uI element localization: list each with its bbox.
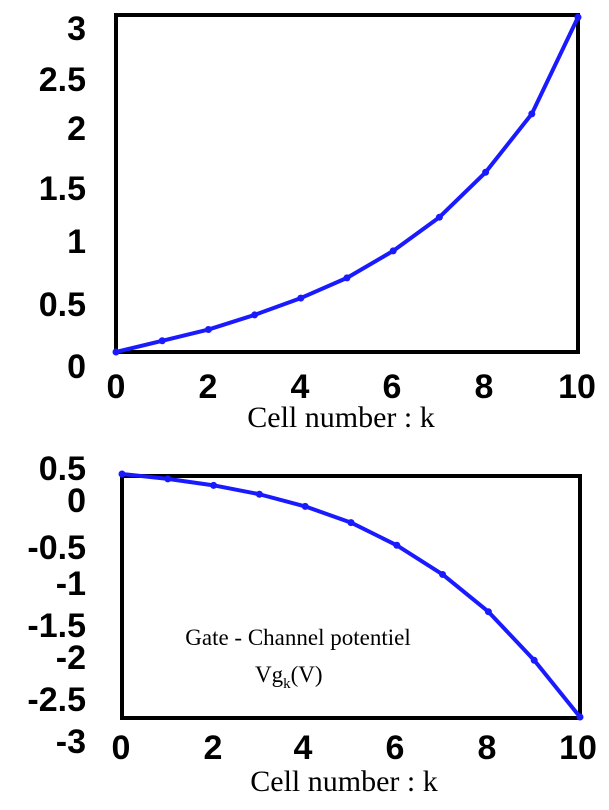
chart2-annotation: Gate - Channel potentiel (185, 625, 410, 650)
chart1-data-point (251, 311, 259, 319)
chart1-data-point (574, 13, 582, 21)
chart1-y-tick-label: 0 (67, 348, 86, 386)
chart1-data-point (389, 247, 397, 255)
chart2-y-tick-label: -3 (56, 723, 86, 761)
chart1-x-tick-label: 8 (475, 368, 494, 406)
chart2-y-tick-label: -1 (56, 565, 86, 603)
chart1-y-tick-label: 1 (67, 223, 86, 261)
chart2-y-tick-label: 0 (67, 482, 86, 520)
chart2-annotation-unit-tail: (V) (291, 662, 323, 687)
chart1-data-point (482, 168, 490, 176)
chart1-data-point (112, 348, 120, 356)
chart2-data-point (255, 490, 263, 498)
chart2-x-tick-label: 2 (204, 729, 223, 767)
chart2-annotation-unit: Vgk(V) (255, 662, 323, 692)
chart1-series-line (115, 16, 580, 354)
chart1-data-point (297, 294, 305, 302)
chart2-data-point (484, 608, 492, 616)
chart2-data-point (301, 502, 309, 510)
chart1-data-point (343, 274, 351, 282)
chart2-data-point (118, 470, 126, 478)
chart1-data-point (158, 337, 166, 345)
chart1-x-tick-label: 6 (383, 368, 402, 406)
chart2-annotation-unit-main: Vg (255, 662, 284, 687)
chart2-y-tick-label: -0.5 (27, 529, 86, 567)
chart1-data-point (435, 213, 443, 221)
chart2-y-tick-label: -2 (56, 639, 86, 677)
chart2-data-point (164, 475, 172, 483)
chart1-x-tick-label: 4 (291, 368, 310, 406)
chart1-x-tick-label: 0 (107, 368, 126, 406)
chart2-data-point (210, 481, 218, 489)
chart2-y-tick-label: -1.5 (27, 607, 86, 645)
chart1-y-tick-label: 2.5 (39, 61, 86, 99)
chart2-x-tick-label: 4 (294, 729, 313, 767)
chart2-x-tick-label: 6 (386, 729, 405, 767)
chart2-data-point (347, 519, 355, 527)
chart1-x-tick-label: 10 (558, 368, 596, 406)
chart1-y-tick-label: 2 (67, 110, 86, 148)
chart2-x-axis-title: Cell number : k (250, 765, 437, 798)
chart2-plot-frame (120, 474, 582, 720)
chart2-annotation-unit-sub: k (283, 676, 291, 692)
chart2-data-point (393, 541, 401, 549)
chart1-y-tick-label: 0.5 (39, 286, 86, 324)
chart2-data-point (530, 656, 538, 664)
chart2-x-tick-label: 10 (559, 729, 597, 767)
chart2-x-tick-label: 0 (112, 729, 131, 767)
chart2-data-point (439, 570, 447, 578)
chart1-data-point (528, 110, 536, 118)
chart2-series-line (121, 472, 582, 719)
chart1-plot-frame (114, 13, 580, 354)
chart1-y-tick-label: 3 (67, 10, 86, 48)
chart1-y-tick-label: 1.5 (39, 170, 86, 208)
chart1-x-axis-title: Cell number : k (247, 401, 434, 434)
chart2-y-tick-label: 0.5 (39, 450, 86, 488)
chart1-data-point (204, 326, 212, 334)
chart2-x-tick-label: 8 (478, 729, 497, 767)
chart2-y-tick-label: -2.5 (27, 681, 86, 719)
chart1-x-tick-label: 2 (199, 368, 218, 406)
chart2-data-point (576, 713, 584, 721)
